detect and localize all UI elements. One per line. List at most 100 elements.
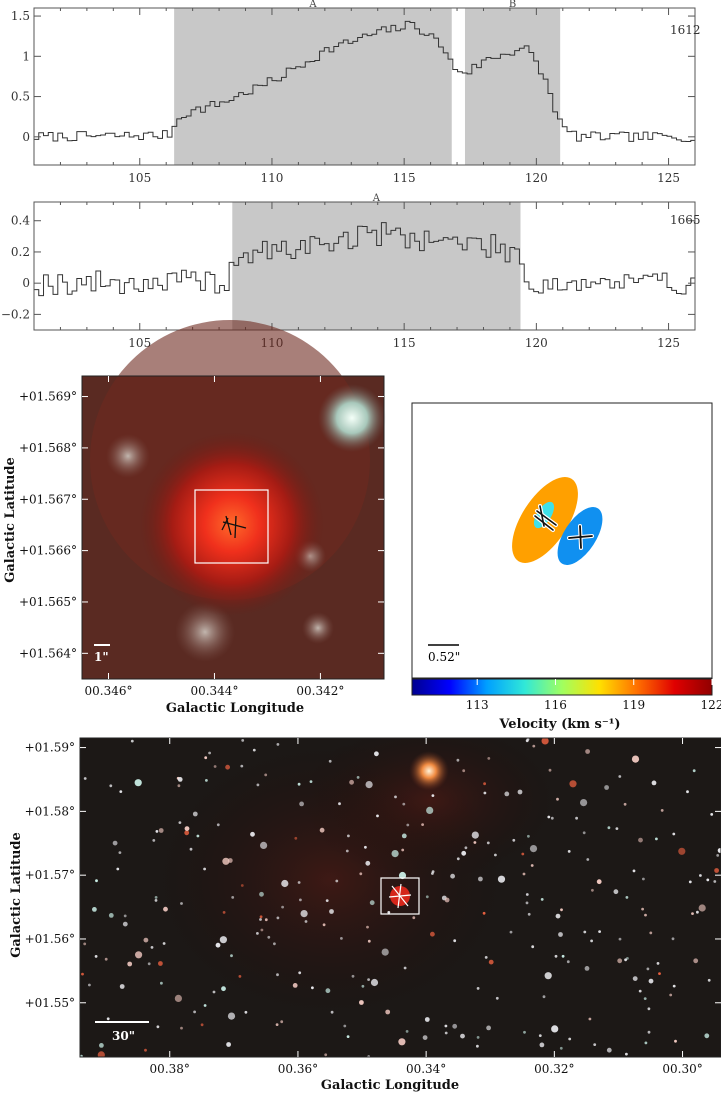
- star: [351, 974, 355, 978]
- star: [424, 1017, 430, 1022]
- star: [497, 875, 506, 883]
- star: [256, 932, 259, 935]
- star: [364, 845, 367, 849]
- maser-scalebar-label: 0.52": [428, 650, 460, 664]
- colorbar-label: Velocity (km s⁻¹): [498, 717, 620, 732]
- star: [526, 738, 530, 741]
- star: [359, 1000, 364, 1005]
- star: [180, 1026, 183, 1030]
- star: [123, 914, 127, 918]
- star: [529, 845, 538, 853]
- star: [196, 834, 200, 838]
- y-tick-label: +01.58°: [25, 804, 75, 818]
- star: [672, 832, 676, 836]
- star: [671, 937, 675, 941]
- star: [273, 942, 276, 946]
- zoom-grey-blob: [175, 602, 235, 662]
- star: [714, 868, 719, 873]
- star: [276, 916, 280, 920]
- star: [494, 853, 497, 857]
- x-tick-label: 120: [525, 171, 548, 185]
- star: [260, 841, 268, 850]
- star: [130, 739, 134, 743]
- star: [647, 1007, 651, 1011]
- spectrum-1665-frame: [33, 201, 696, 331]
- star: [356, 776, 360, 779]
- star: [92, 907, 97, 912]
- star: [488, 959, 494, 965]
- star: [461, 850, 467, 856]
- wide-nebulosity: [300, 738, 560, 880]
- star: [580, 799, 588, 807]
- star: [200, 1023, 204, 1027]
- star: [116, 867, 120, 871]
- x-tick-label: 105: [128, 171, 151, 185]
- star: [143, 937, 149, 943]
- x-tick-label: 00.344°: [190, 684, 238, 698]
- star: [426, 806, 434, 815]
- y-tick-label: +01.568°: [19, 441, 77, 455]
- star: [556, 797, 559, 801]
- maser-1612-A-marker: [533, 504, 558, 532]
- star: [94, 955, 98, 958]
- star: [517, 789, 523, 795]
- star: [430, 931, 435, 937]
- star: [329, 909, 334, 914]
- star: [381, 948, 389, 956]
- star: [648, 978, 654, 984]
- y-tick-label: 1.5: [11, 9, 30, 23]
- star: [256, 783, 260, 787]
- star: [693, 958, 699, 964]
- star: [394, 795, 397, 799]
- shaded-region-label: A: [372, 193, 381, 204]
- maser-position-panel: 0.52": [411, 402, 713, 679]
- star: [347, 834, 350, 838]
- y-tick-label: +01.565°: [19, 595, 77, 609]
- star: [527, 912, 531, 916]
- spectrum-1612-shaded-regions: [174, 8, 561, 165]
- spectrum-1665-line: [34, 222, 695, 297]
- x-tick-label: 00.342°: [296, 684, 344, 698]
- star: [588, 1017, 592, 1021]
- star: [122, 921, 128, 927]
- star: [325, 988, 331, 994]
- star: [106, 1017, 110, 1021]
- x-tick-label: 105: [128, 336, 151, 350]
- y-tick-label: 0: [22, 130, 30, 144]
- star: [158, 828, 164, 833]
- spectrum-1665-shaded-regions: [232, 202, 521, 330]
- star: [127, 961, 133, 967]
- zoom-ticks: 00.346° 00.344° 00.342° +01.564° +01.565° +01…: [19, 376, 384, 698]
- star: [324, 1053, 328, 1057]
- wide-bright-star: [409, 751, 449, 791]
- x-tick-label: 120: [525, 336, 548, 350]
- star: [203, 1004, 207, 1007]
- star: [644, 1041, 648, 1045]
- star: [585, 749, 590, 754]
- wide-scalebar-label: 30": [112, 1029, 135, 1043]
- x-tick-label: 125: [657, 336, 680, 350]
- star: [444, 1031, 448, 1035]
- x-tick-label: 00.32°: [534, 1062, 574, 1076]
- star: [569, 780, 577, 788]
- star: [367, 978, 370, 981]
- y-tick-label: −0.2: [1, 307, 30, 321]
- star: [544, 972, 552, 980]
- star: [707, 978, 711, 982]
- star: [108, 913, 114, 918]
- zoom-scalebar: 1": [94, 644, 110, 664]
- star: [559, 1046, 563, 1050]
- star: [464, 846, 468, 850]
- star: [280, 1020, 284, 1024]
- star: [688, 880, 692, 884]
- star: [369, 900, 375, 906]
- star: [431, 794, 435, 797]
- colorbar-tick-label: 122: [701, 698, 721, 712]
- star: [486, 841, 490, 845]
- x-tick-label: 115: [393, 336, 416, 350]
- star: [625, 1052, 628, 1056]
- wide-scalebar: 30": [95, 1021, 149, 1043]
- star: [696, 910, 699, 914]
